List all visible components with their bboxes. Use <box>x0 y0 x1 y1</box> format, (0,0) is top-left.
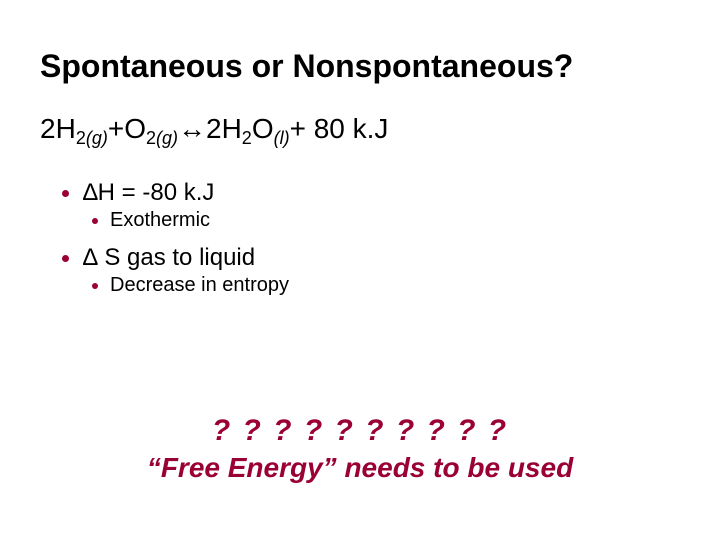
footer: ? ? ? ? ? ? ? ? ? ? “Free Energy” needs … <box>0 414 720 484</box>
eq-tail: + 80 k.J <box>290 113 389 145</box>
bullet-dH-text: ∆H = -80 k.J <box>83 179 214 207</box>
bullet-dH-note-text: Exothermic <box>110 209 210 232</box>
question-marks: ? ? ? ? ? ? ? ? ? ? <box>0 414 720 448</box>
slide-title: Spontaneous or Nonspontaneous? <box>40 48 680 85</box>
bullet-dH: ∆H = -80 k.J <box>62 179 680 207</box>
eq-lhs1-phase: (g) <box>86 128 108 149</box>
eq-lhs2-phase: (g) <box>156 128 178 149</box>
eq-lhs1-species: H <box>56 113 76 145</box>
eq-lhs2-species: O <box>124 113 146 145</box>
reaction-equation: 2 H 2 (g) + O 2 (g) ↔ 2 H 2 O (l) + 80 k… <box>40 113 680 145</box>
eq-rhs-species1: H <box>222 113 242 145</box>
bullet-dot-icon <box>62 255 69 262</box>
slide: Spontaneous or Nonspontaneous? 2 H 2 (g)… <box>0 0 720 540</box>
eq-lhs1-sub: 2 <box>76 128 86 149</box>
bullet-dS-text: ∆ S gas to liquid <box>83 244 255 272</box>
eq-rhs-species2: O <box>252 113 274 145</box>
eq-plus1: + <box>108 113 124 145</box>
eq-lhs1-coef: 2 <box>40 113 56 145</box>
bullet-dH-note: Exothermic <box>92 209 680 232</box>
eq-arrow: ↔ <box>178 113 206 145</box>
eq-lhs2-sub: 2 <box>146 128 156 149</box>
bullet-dot-icon <box>92 283 98 289</box>
eq-rhs-sub1: 2 <box>242 128 252 149</box>
bullet-dS-note: Decrease in entropy <box>92 274 680 297</box>
bullet-dS-note-text: Decrease in entropy <box>110 274 289 297</box>
eq-rhs-phase: (l) <box>274 128 290 149</box>
bullet-list: ∆H = -80 k.J Exothermic ∆ S gas to liqui… <box>40 179 680 297</box>
free-energy-line: “Free Energy” needs to be used <box>0 452 720 484</box>
bullet-dS: ∆ S gas to liquid <box>62 244 680 272</box>
eq-rhs-coef: 2 <box>206 113 222 145</box>
bullet-dot-icon <box>62 190 69 197</box>
bullet-dot-icon <box>92 218 98 224</box>
